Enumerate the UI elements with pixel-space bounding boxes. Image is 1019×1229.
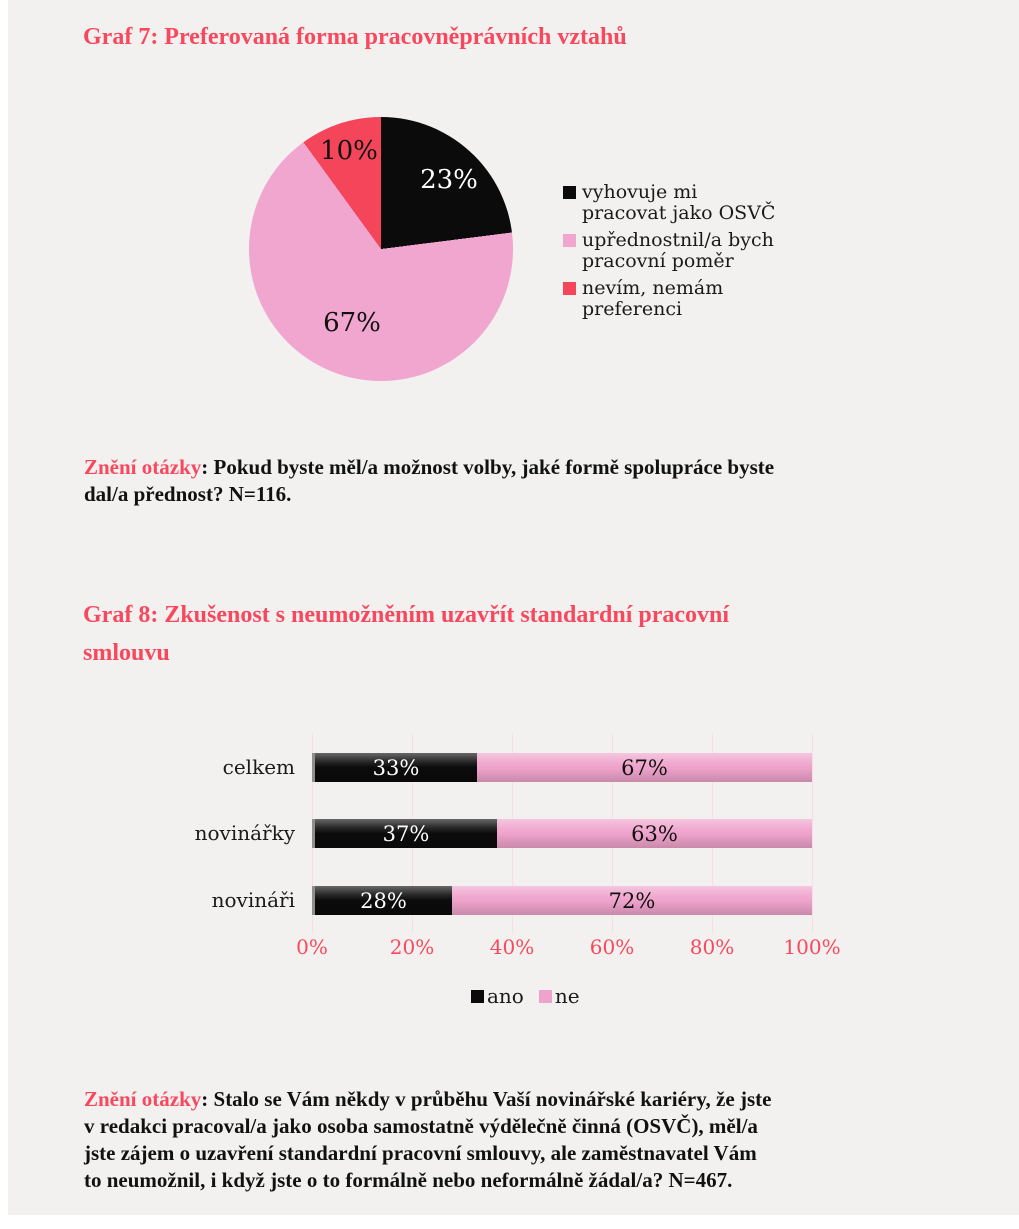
legend-label: ne xyxy=(554,984,580,1008)
category-label: novináři xyxy=(211,888,295,912)
x-tick-label: 60% xyxy=(589,935,635,959)
x-tick-label: 80% xyxy=(689,935,735,959)
question-body: : Stalo se Vám někdy v průběhu Vaší novi… xyxy=(84,1087,772,1192)
legend-swatch-pink xyxy=(563,234,576,247)
bar-value-label: 28% xyxy=(360,888,407,913)
legend-swatch-ne xyxy=(538,989,552,1003)
bar-segment-ano: 28% xyxy=(312,886,452,915)
bar-row: 28% 72% xyxy=(312,886,812,915)
pie-value-label: 67% xyxy=(323,308,381,338)
legend-item: vyhovuje mi pracovat jako OSVČ xyxy=(563,182,813,224)
legend-entry-ano: ano xyxy=(471,984,524,1008)
legend-swatch-black xyxy=(563,186,576,199)
bar-row: 37% 63% xyxy=(312,819,812,848)
content-panel: Graf 7: Preferovaná forma pracovněprávní… xyxy=(8,0,1019,1215)
category-label: novinářky xyxy=(194,821,295,845)
legend-item: upřednostnil/a bych pracovní poměr xyxy=(563,230,813,272)
bar-value-label: 33% xyxy=(372,755,420,780)
pie-chart-graf7: 23% 67% 10% xyxy=(249,117,513,381)
legend-entry-ne: ne xyxy=(538,984,580,1008)
bar-segment-ano: 37% xyxy=(312,819,497,848)
bar-value-label: 72% xyxy=(608,888,656,913)
pie-legend: vyhovuje mi pracovat jako OSVČ upřednostn… xyxy=(563,182,813,326)
question-graf8: Znění otázky: Stalo se Vám někdy v průbě… xyxy=(84,1086,949,1194)
graf7-title: Graf 7: Preferovaná forma pracovněprávní… xyxy=(83,24,627,50)
x-tick-label: 100% xyxy=(783,935,841,959)
category-label: celkem xyxy=(222,755,295,779)
bar-segment-ne: 67% xyxy=(477,753,812,782)
bar-segment-ne: 72% xyxy=(452,886,812,915)
legend-label: nevím, nemám preferenci xyxy=(582,277,724,320)
x-tick-label: 0% xyxy=(296,935,328,959)
legend-label: upřednostnil/a bych pracovní poměr xyxy=(582,229,774,272)
bar-row: 33% 67% xyxy=(312,753,812,782)
legend-label: vyhovuje mi pracovat jako OSVČ xyxy=(582,181,776,224)
bar-legend: ano ne xyxy=(471,984,580,1008)
legend-label: ano xyxy=(487,984,524,1008)
bar-value-label: 37% xyxy=(382,821,430,846)
pie xyxy=(249,117,513,381)
bar-segment-ano: 33% xyxy=(312,753,477,782)
bar-value-label: 67% xyxy=(621,755,668,780)
legend-swatch-red xyxy=(563,282,576,295)
pie-value-label: 10% xyxy=(320,136,378,166)
bar-plot-area: celkem novinářky novináři 33% 67% 37% 63… xyxy=(195,733,841,959)
x-tick-label: 40% xyxy=(489,935,535,959)
bar-value-label: 63% xyxy=(631,821,678,846)
bar-segment-ne: 63% xyxy=(497,819,812,848)
legend-swatch-ano xyxy=(471,989,484,1003)
legend-item: nevím, nemám preferenci xyxy=(563,278,813,320)
graf8-title: Graf 8: Zkušenost s neumožněním uzavřít … xyxy=(83,602,730,666)
question-graf7: Znění otázky: Pokud byste měl/a možnost … xyxy=(84,454,949,508)
question-body: : Pokud byste měl/a možnost volby, jaké … xyxy=(84,455,775,506)
question-prefix: Znění otázky xyxy=(84,455,202,479)
x-tick-label: 20% xyxy=(389,935,435,959)
pie-value-label: 23% xyxy=(420,165,478,195)
question-prefix: Znění otázky xyxy=(84,1087,202,1111)
gridline xyxy=(812,733,813,932)
